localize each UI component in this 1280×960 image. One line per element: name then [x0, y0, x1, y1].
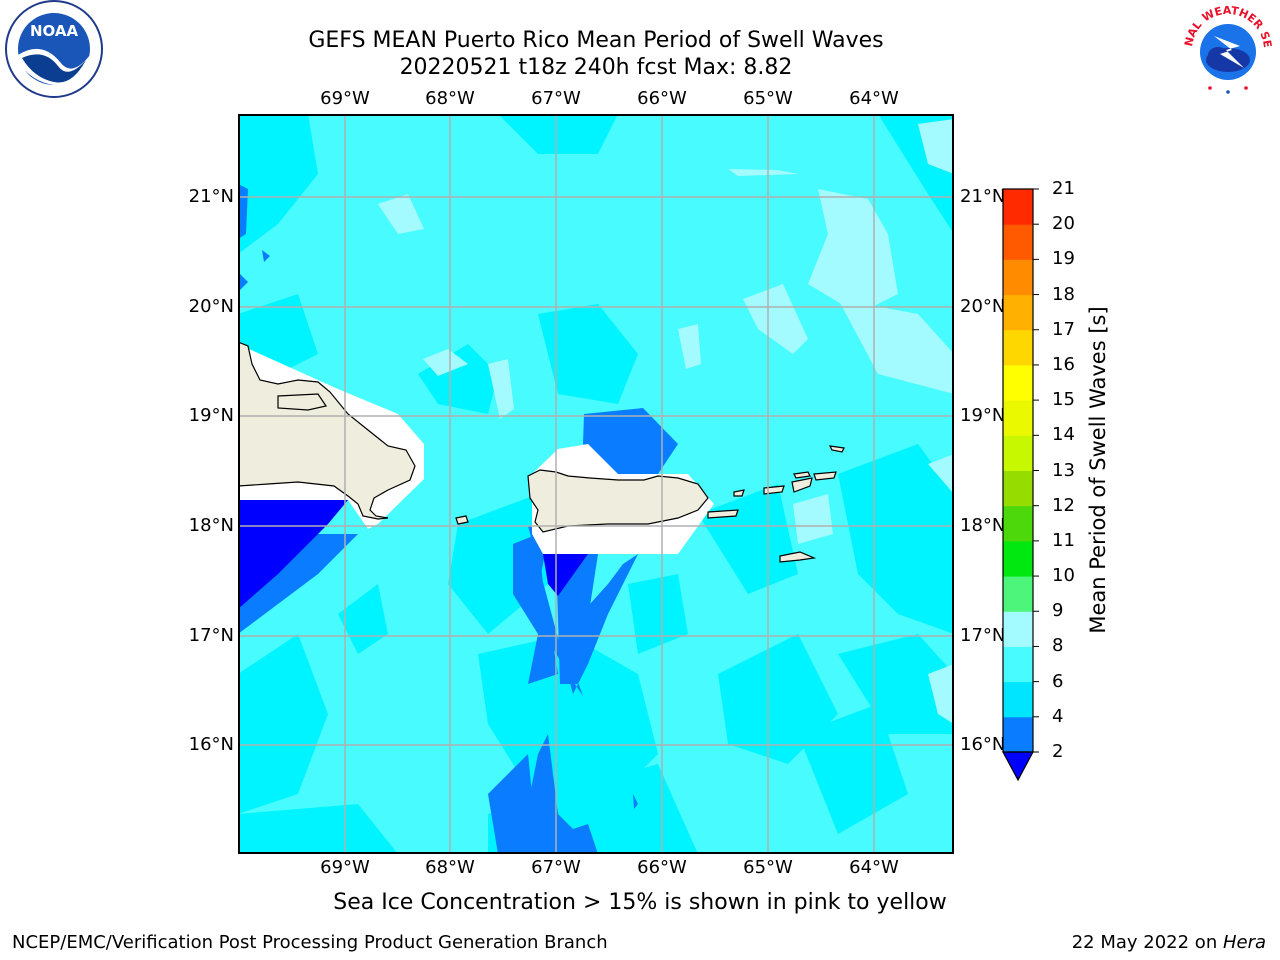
lat-tick-right: 17°N — [960, 625, 1006, 646]
lat-tick-right: 18°N — [960, 515, 1006, 536]
lat-tick-left: 16°N — [188, 734, 234, 755]
colorbar-tick-label: 2 — [1052, 741, 1064, 762]
lat-tick-left: 20°N — [188, 296, 234, 317]
lon-tick-top: 65°W — [743, 88, 793, 109]
lon-tick-top: 67°W — [531, 88, 581, 109]
lat-tick-left: 17°N — [188, 625, 234, 646]
colorbar-tick-label: 11 — [1052, 529, 1075, 551]
colorbar-segment — [1003, 329, 1033, 366]
lat-tick-left: 18°N — [188, 515, 234, 536]
colorbar-segment — [1003, 364, 1033, 401]
colorbar-tick-label: 21 — [1052, 178, 1075, 199]
colorbar-tick-label: 15 — [1052, 389, 1075, 411]
colorbar-segment — [1003, 224, 1033, 260]
footer-date: 22 May 2022 on — [1071, 932, 1223, 953]
lat-tick-right: 19°N — [960, 405, 1006, 426]
lon-tick-bottom: 65°W — [743, 857, 793, 878]
colorbar-segment — [1003, 189, 1033, 225]
lat-tick-left: 19°N — [188, 405, 234, 426]
lon-tick-bottom: 66°W — [637, 857, 687, 878]
chart-title: GEFS MEAN Puerto Rico Mean Period of Swe… — [308, 28, 884, 53]
lon-tick-bottom: 69°W — [320, 857, 370, 878]
lat-tick-right: 21°N — [960, 186, 1006, 207]
colorbar-segment — [1003, 505, 1033, 542]
footer-right: 22 May 2022 on Hera — [1072, 932, 1266, 953]
land-regions — [238, 341, 845, 563]
lon-tick-top: 69°W — [320, 88, 370, 109]
swell-8-9-regions — [378, 119, 954, 724]
swell-2-4-regions — [238, 500, 588, 609]
colorbar-tick-label: 12 — [1052, 494, 1075, 516]
sea-ice-note: Sea Ice Concentration > 15% is shown in … — [333, 890, 947, 915]
lat-tick-left: 21°N — [188, 186, 234, 207]
colorbar — [1001, 188, 1039, 782]
lat-tick-right: 16°N — [960, 734, 1006, 755]
colorbar-tick-label: 18 — [1052, 283, 1075, 305]
colorbar-segment — [1003, 540, 1033, 577]
colorbar-tick-label: 4 — [1052, 705, 1064, 727]
colorbar-segment — [1003, 681, 1033, 718]
colorbar-tick-label: 16 — [1052, 353, 1075, 375]
colorbar-tick-label: 9 — [1052, 600, 1064, 622]
colorbar-segment — [1003, 611, 1033, 647]
colorbar-segment — [1003, 646, 1033, 683]
colorbar-segment — [1003, 470, 1033, 507]
lon-tick-top: 68°W — [425, 88, 475, 109]
map-frame — [238, 114, 954, 854]
lat-tick-right: 20°N — [960, 296, 1006, 317]
colorbar-segment — [1003, 294, 1033, 331]
colorbar-tick-label: 6 — [1052, 670, 1064, 692]
colorbar-tick-label: 13 — [1052, 459, 1075, 481]
lon-tick-bottom: 64°W — [849, 857, 899, 878]
colorbar-segment — [1003, 716, 1033, 753]
svg-text:NOAA: NOAA — [30, 22, 79, 40]
colorbar-tick-label: 20 — [1052, 213, 1075, 235]
colorbar-segment — [1003, 435, 1033, 471]
lon-tick-bottom: 67°W — [531, 857, 581, 878]
noaa-logo: NOAA — [2, 0, 106, 104]
swell-period-map — [238, 114, 954, 854]
colorbar-segment — [1003, 259, 1033, 296]
colorbar-extend-min — [1001, 751, 1035, 782]
footer-left: NCEP/EMC/Verification Post Processing Pr… — [12, 932, 608, 953]
chart-subtitle: 20220521 t18z 240h fcst Max: 8.82 — [399, 55, 793, 80]
gridlines — [238, 114, 954, 854]
colorbar-tick-label: 14 — [1052, 424, 1075, 446]
lon-tick-bottom: 68°W — [425, 857, 475, 878]
lon-tick-top: 66°W — [637, 88, 687, 109]
lon-tick-top: 64°W — [849, 88, 899, 109]
colorbar-tick-label: 10 — [1052, 565, 1075, 587]
colorbar-tick-label: 19 — [1052, 248, 1075, 270]
colorbar-title: Mean Period of Swell Waves [s] — [1086, 306, 1110, 634]
footer-host: Hera — [1222, 932, 1266, 953]
colorbar-segment — [1003, 576, 1033, 612]
nws-logo: NATIONAL WEATHER SERVICE — [1173, 0, 1278, 104]
colorbar-tick-label: 17 — [1052, 318, 1075, 340]
colorbar-segment — [1003, 400, 1033, 436]
colorbar-tick-label: 8 — [1052, 635, 1064, 657]
